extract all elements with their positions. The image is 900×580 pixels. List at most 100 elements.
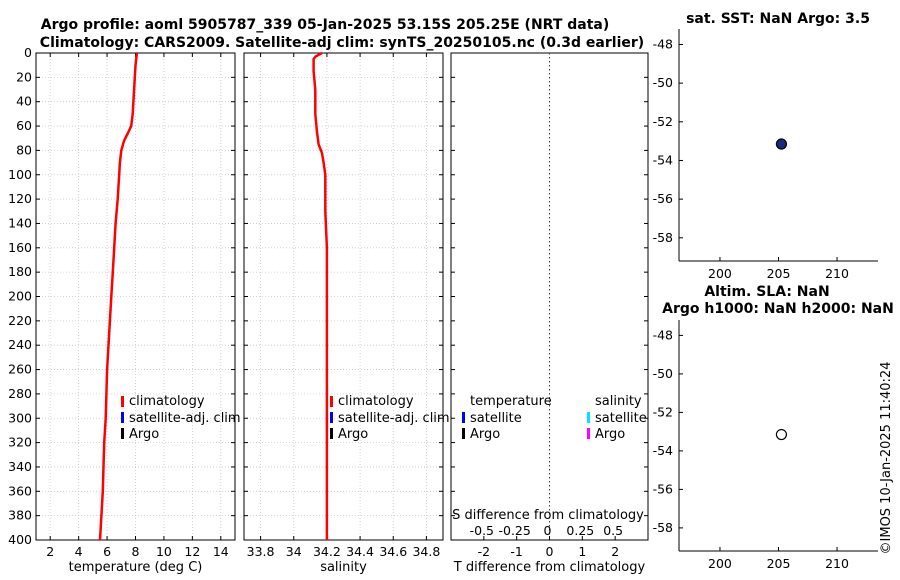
x-tick-label: 1 [578, 544, 586, 559]
x-tick-label: 205 [767, 556, 791, 571]
x2-tick-label: -0.5 [470, 523, 494, 538]
figure-title-line1: Argo profile: aoml 5905787_339 05-Jan-20… [41, 17, 610, 33]
legend-swatch-argo [330, 428, 333, 439]
x-tick-label: 34.6 [379, 544, 407, 559]
series-line-climatology [98, 52, 139, 541]
y-tick-label: -52 [653, 404, 673, 419]
y-tick-label: -48 [653, 327, 673, 342]
x-axis-label: salinity [320, 560, 367, 575]
legend-label-s-satellite: satellite [595, 411, 647, 426]
x-tick-label: 210 [825, 556, 849, 571]
y-tick-label: 20 [16, 69, 32, 84]
y-tick-label: -54 [653, 443, 673, 458]
figure-title-line2: Climatology: CARS2009. Satellite-adj cli… [40, 35, 644, 51]
x-tick-label: 34.8 [412, 544, 440, 559]
y-tick-label: -50 [653, 366, 673, 381]
legend-swatch-satellite [121, 412, 124, 423]
y-tick-label: 120 [8, 191, 32, 206]
x-tick-label: 33.8 [247, 544, 275, 559]
legend-swatch-s-satellite [587, 412, 590, 423]
legend-swatch-climatology [330, 396, 333, 407]
x-axis-label: T difference from climatology [453, 560, 646, 575]
y-tick-label: 160 [8, 240, 32, 255]
legend-label-t-satellite: satellite [470, 411, 522, 426]
sla-map-panel: 200 205 210 -48 -50 -52 -54 -56 -58 [653, 320, 878, 571]
temperature-panel: 2 4 6 8 10 12 14020406080100120140160180200220… [8, 45, 236, 575]
x-tick-label: 210 [825, 266, 849, 281]
x-tick-label: 14 [213, 544, 229, 559]
x-tick-label: 2 [611, 544, 619, 559]
x-tick-label: 10 [156, 544, 172, 559]
y-tick-label: -52 [653, 114, 673, 129]
legend-swatch-s-argo [587, 428, 590, 439]
legend-label-climatology: climatology [129, 394, 205, 409]
x2-tick-label: 0 [544, 523, 552, 538]
legend-label-argo: Argo [129, 427, 159, 442]
y-tick-label: 320 [8, 435, 32, 450]
y-tick-label: 220 [8, 313, 32, 328]
sst-map-panel: 200 205 210 -48 -50 -52 -54 -56 -58 [653, 29, 878, 281]
legend-label-climatology: climatology [338, 394, 414, 409]
salinity-panel: 33.8 34 34.2 34.4 34.6 34.8 salinity [243, 51, 444, 575]
legend-swatch-argo [121, 428, 124, 439]
y-tick-label: 100 [8, 167, 32, 182]
legend-label-satellite: satellite-adj. clim [129, 411, 241, 426]
y-tick-label: -56 [653, 481, 673, 496]
sst-map-title: sat. SST: NaN Argo: 3.5 [686, 11, 870, 27]
x2-tick-label: 0.5 [603, 523, 623, 538]
y-tick-label: 380 [8, 508, 32, 523]
legend-header-temperature: temperature [470, 394, 552, 409]
legend-label-argo: Argo [338, 427, 368, 442]
legend-label-t-argo: Argo [470, 427, 500, 442]
y-tick-label: 300 [8, 410, 32, 425]
x-tick-label: -1 [510, 544, 522, 559]
y-tick-label: -54 [653, 152, 673, 167]
y-tick-label: 240 [8, 337, 32, 352]
legend-swatch-climatology [121, 396, 124, 407]
copyright-label: ©IMOS 10-Jan-2025 11:40:24 [879, 362, 894, 555]
x-tick-label: 34 [286, 544, 302, 559]
x-tick-label: 2 [46, 544, 54, 559]
x-tick-label: 34.2 [313, 544, 341, 559]
x-tick-label: 34.4 [346, 544, 374, 559]
y-tick-label: 200 [8, 289, 32, 304]
y-tick-label: 60 [16, 118, 32, 133]
legend-label-s-argo: Argo [595, 427, 625, 442]
y-tick-label: 80 [16, 142, 32, 157]
sla-map-title-line2: Argo h1000: NaN h2000: NaN [662, 301, 894, 317]
x-tick-label: 12 [184, 544, 200, 559]
y-tick-label: 180 [8, 264, 32, 279]
legend-swatch-satellite [330, 412, 333, 423]
x-tick-label: 205 [767, 266, 791, 281]
y-tick-label: 360 [8, 483, 32, 498]
y-tick-label: -58 [653, 520, 673, 535]
x2-tick-label: 0.25 [566, 523, 594, 538]
y-tick-label: 0 [24, 45, 32, 60]
x-tick-label: 200 [708, 556, 732, 571]
argo-position-marker [775, 138, 788, 150]
y-tick-label: 260 [8, 362, 32, 377]
x-tick-label: 4 [75, 544, 83, 559]
y-tick-label: 340 [8, 459, 32, 474]
y-tick-label: 140 [8, 215, 32, 230]
x-tick-label: 0 [546, 544, 554, 559]
temperature-legend: climatology satellite-adj. clim Argo [121, 394, 241, 442]
x-tick-label: -2 [478, 544, 490, 559]
y-tick-label: 400 [8, 532, 32, 547]
x-tick-label: 8 [132, 544, 140, 559]
y-tick-label: -50 [653, 75, 673, 90]
difference-legend: temperature salinity satellite Argo sate… [462, 394, 647, 442]
y-tick-label: -58 [653, 230, 673, 245]
salinity-legend: climatology satellite-adj. clim Argo [330, 394, 450, 442]
y-tick-label: 40 [16, 94, 32, 109]
difference-panel: -2 -1 0 1 2T difference from climatology S di… [450, 52, 649, 575]
series-line-climatology [312, 51, 329, 540]
x-tick-label: 6 [103, 544, 111, 559]
sla-map-title-line1: Altim. SLA: NaN [704, 284, 829, 300]
x2-tick-label: -0.25 [498, 523, 530, 538]
y-tick-label: -48 [653, 36, 673, 51]
x2-axis-label: S difference from climatology [452, 508, 644, 523]
legend-swatch-t-satellite [462, 412, 465, 423]
legend-label-satellite: satellite-adj. clim [338, 411, 450, 426]
